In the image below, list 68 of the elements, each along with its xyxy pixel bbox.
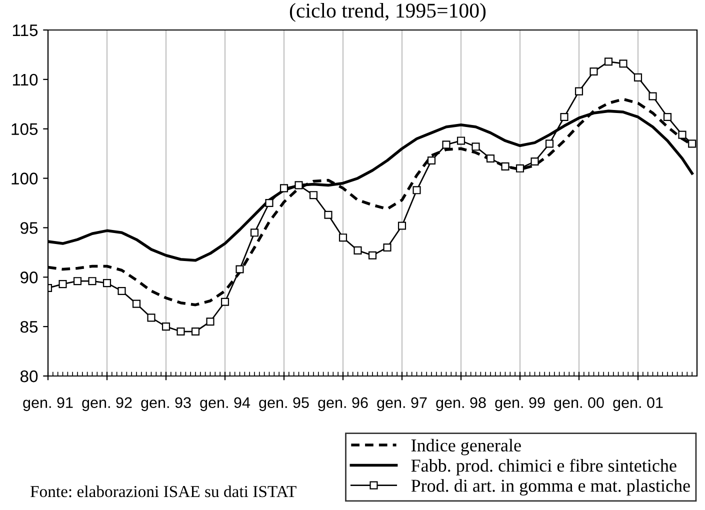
x-tick-label: gen. 99 bbox=[495, 397, 545, 412]
y-tick-label: 100 bbox=[12, 172, 38, 184]
point bbox=[88, 277, 96, 286]
x-tick-label: gen. 97 bbox=[377, 397, 427, 412]
point bbox=[634, 73, 642, 82]
point bbox=[280, 184, 288, 192]
point bbox=[250, 228, 259, 237]
y-tick-label: 90 bbox=[20, 272, 38, 284]
point bbox=[162, 322, 170, 331]
point bbox=[265, 198, 274, 208]
point bbox=[73, 277, 82, 286]
point bbox=[530, 157, 539, 166]
point bbox=[338, 234, 348, 242]
point bbox=[324, 210, 332, 219]
point bbox=[678, 130, 686, 139]
y-tick-label: 85 bbox=[20, 320, 38, 333]
point bbox=[545, 140, 554, 148]
point bbox=[648, 92, 657, 100]
point bbox=[236, 265, 244, 274]
source-note: Fonte: elaborazioni ISAE su dati ISTAT bbox=[30, 485, 296, 498]
x-tick-label: gen. 91 bbox=[23, 397, 73, 412]
point bbox=[58, 280, 67, 288]
point bbox=[220, 298, 230, 306]
x-tick-label: gen. 00 bbox=[554, 397, 604, 412]
point bbox=[132, 300, 141, 308]
legend-label: Fabb. prod. chimici e fibre sintetiche bbox=[411, 458, 676, 476]
legend-label: Indice generale bbox=[411, 438, 521, 456]
point bbox=[398, 222, 406, 230]
legend-label: Prod. di art. in gomma e mat. plastiche bbox=[411, 479, 690, 496]
x-tick-label: gen. 92 bbox=[82, 397, 132, 412]
point bbox=[619, 60, 628, 68]
x-tick-label: gen. 94 bbox=[200, 397, 250, 412]
chart-title: (ciclo trend, 1995=100) bbox=[290, 3, 486, 22]
point bbox=[206, 318, 214, 326]
point bbox=[102, 279, 112, 288]
point bbox=[368, 251, 377, 260]
point bbox=[383, 243, 392, 252]
y-tick-label: 115 bbox=[12, 24, 38, 36]
point bbox=[147, 314, 156, 322]
x-tick-label: gen. 96 bbox=[318, 397, 368, 412]
point bbox=[427, 156, 436, 165]
point bbox=[516, 164, 524, 172]
y-tick-label: 80 bbox=[20, 370, 38, 382]
point bbox=[309, 191, 318, 200]
point bbox=[412, 186, 421, 194]
point bbox=[472, 142, 480, 151]
point bbox=[501, 162, 510, 170]
point bbox=[604, 58, 613, 66]
x-tick-label: gen. 93 bbox=[141, 397, 191, 412]
y-tick-label: 110 bbox=[12, 74, 38, 86]
x-tick-label: gen. 98 bbox=[436, 397, 486, 412]
point bbox=[294, 181, 303, 190]
point bbox=[560, 112, 568, 122]
point bbox=[456, 136, 466, 145]
point bbox=[574, 87, 584, 96]
x-tick-label: gen. 01 bbox=[613, 397, 663, 412]
x-tick-label: gen. 95 bbox=[259, 397, 309, 412]
y-tick-label: 95 bbox=[20, 222, 38, 234]
point bbox=[486, 154, 495, 163]
point bbox=[354, 246, 362, 254]
point bbox=[176, 327, 185, 336]
y-tick-label: 105 bbox=[12, 123, 38, 136]
point bbox=[442, 140, 450, 149]
point bbox=[688, 140, 696, 148]
point bbox=[191, 327, 200, 336]
point bbox=[118, 286, 126, 296]
point bbox=[663, 112, 672, 122]
point bbox=[590, 67, 598, 76]
